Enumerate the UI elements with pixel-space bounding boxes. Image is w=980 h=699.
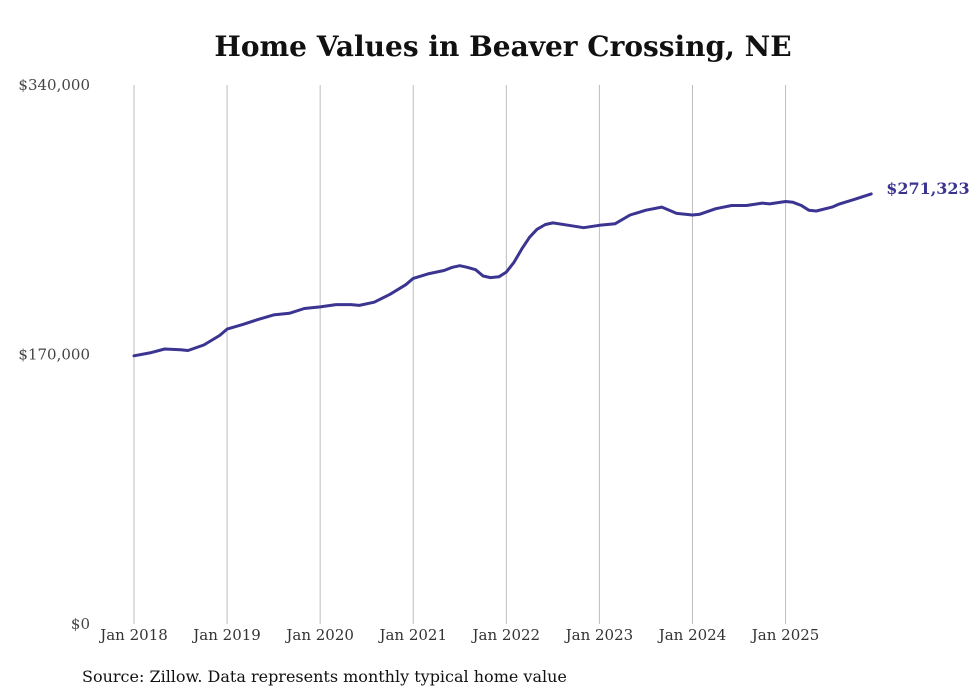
x-tick-label: Jan 2022 [471,626,541,644]
data-point [784,200,787,203]
data-point [838,202,841,206]
data-point [512,261,515,264]
data-point [815,209,818,213]
y-tick-label: $170,000 [18,346,90,364]
data-point [148,351,151,355]
data-point [551,221,555,225]
x-tick-label: Jan 2025 [750,626,820,644]
data-point [768,202,771,206]
data-point [691,213,694,217]
data-point [854,197,857,201]
x-tick-label: Jan 2023 [564,626,634,644]
data-point [800,204,803,207]
series-layer [132,192,873,358]
data-point [582,226,585,229]
data-point [373,301,376,304]
data-point [497,275,501,278]
data-point [675,212,678,215]
data-point [458,264,461,267]
data-point [358,304,361,307]
source-note: Source: Zillow. Data represents monthly … [82,667,567,686]
data-point [388,293,392,296]
data-point [644,209,648,212]
data-point [714,207,717,210]
data-point [132,354,136,357]
data-point [870,192,873,196]
data-point [761,201,764,205]
gridlines [133,85,787,624]
data-point [272,313,275,317]
x-tick-label: Jan 2020 [284,626,354,644]
data-point [241,323,245,326]
data-point [404,283,407,286]
x-tick-label: Jan 2019 [191,626,261,644]
data-point [225,327,229,331]
data-point [412,277,415,280]
data-point [698,213,702,216]
data-point [474,268,477,271]
data-point [163,347,166,351]
data-point [442,269,446,272]
data-point [481,274,485,278]
x-axis-ticks: Jan 2018 Jan 2019 Jan 2020 Jan 2021 Jan 2022… [98,626,819,644]
data-point [256,318,259,321]
data-point [598,224,601,227]
data-point [544,223,547,226]
data-point [466,266,469,269]
data-point [535,228,539,231]
y-tick-label: $0 [71,615,90,633]
data-point [730,204,733,207]
data-point [528,236,531,239]
data-point [218,334,221,337]
y-axis-ticks: $0 $170,000 $340,000 [18,76,90,633]
series-line-0 [132,192,873,358]
data-point [303,307,306,310]
data-point [451,266,454,269]
data-point [660,205,663,209]
data-point [179,348,182,351]
x-tick-label: Jan 2024 [657,626,727,644]
x-tick-label: Jan 2018 [98,626,168,644]
data-point [830,205,834,209]
chart-title: Home Values in Beaver Crossing, NE [214,30,792,63]
data-point [521,247,524,250]
data-point [349,303,353,306]
x-tick-label: Jan 2021 [377,626,447,644]
data-point [202,343,205,347]
data-point [288,312,291,315]
data-point [186,349,190,352]
end-value-label: $271,323 [886,179,970,198]
data-point [427,272,431,275]
data-point [745,204,748,207]
data-point [489,276,492,279]
data-point [334,303,338,306]
data-point [319,305,322,309]
data-point [567,224,570,227]
data-point [505,270,508,274]
data-point [807,209,810,212]
data-point [791,201,795,204]
data-point [614,222,617,225]
y-tick-label: $340,000 [18,76,90,94]
data-point [628,213,632,217]
